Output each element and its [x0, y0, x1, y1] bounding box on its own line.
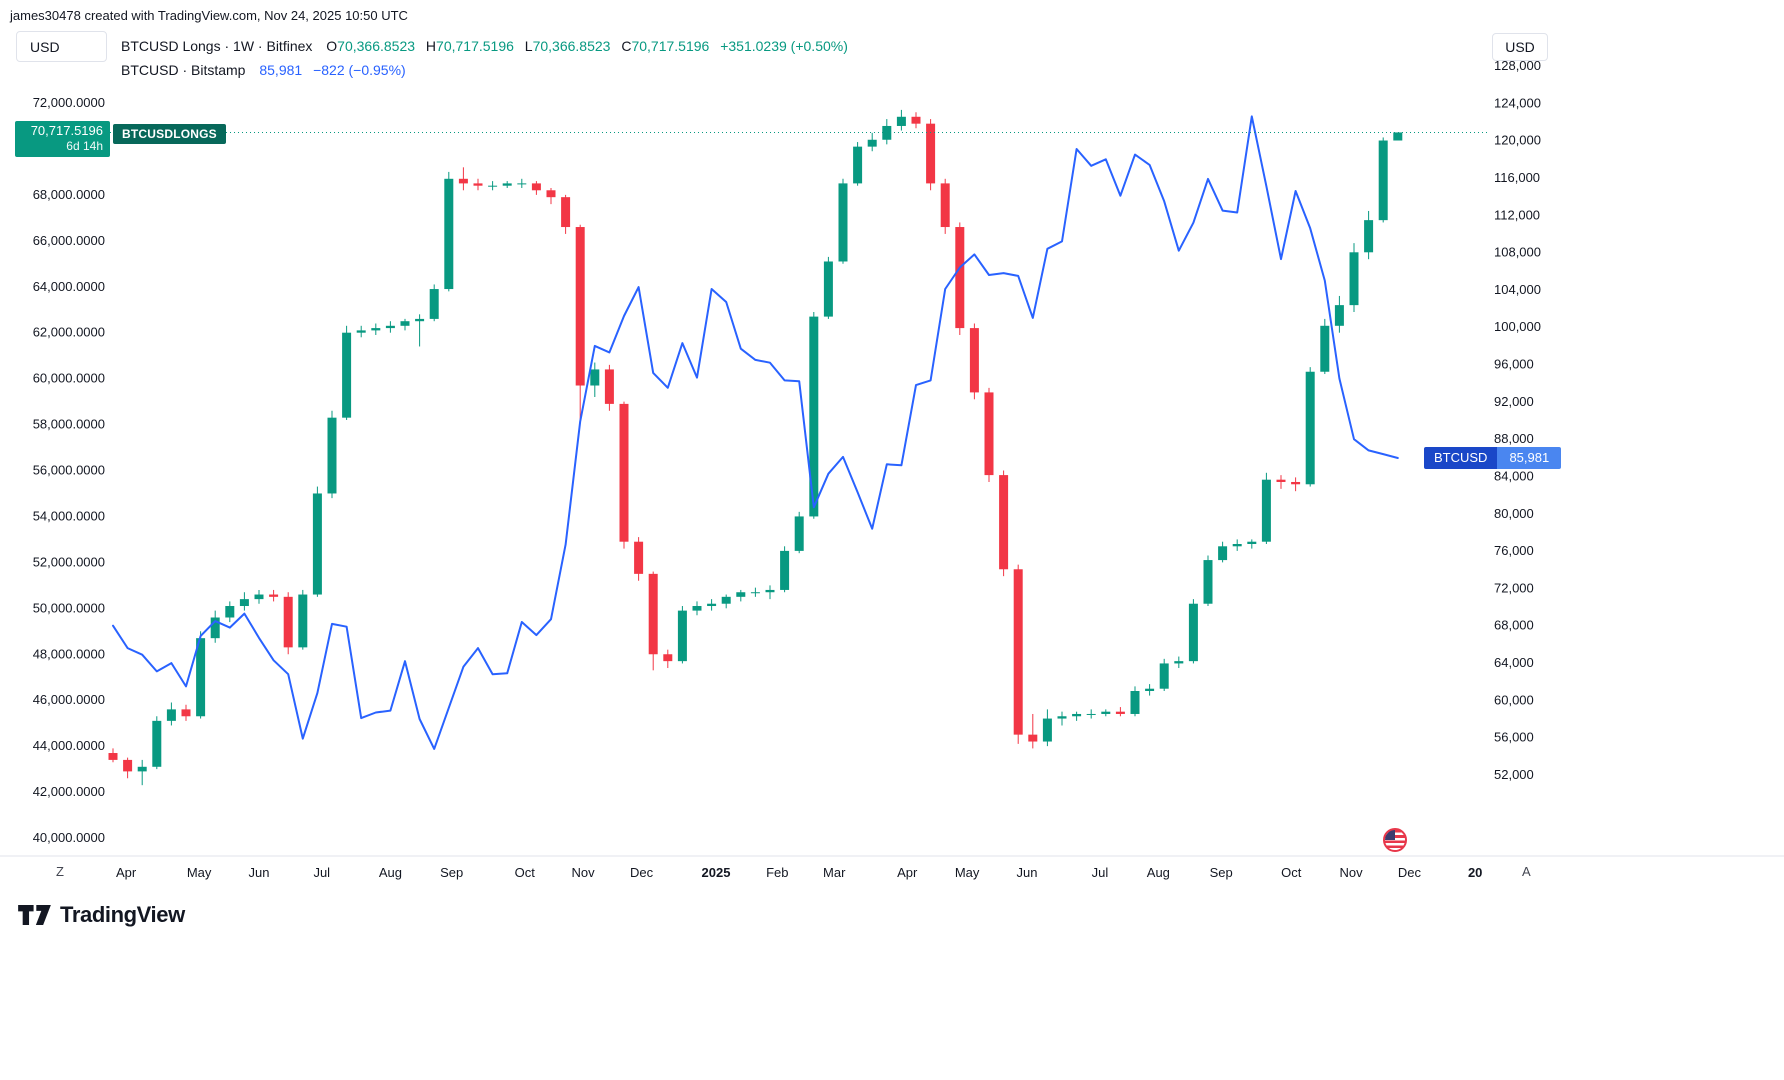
svg-text:128,000: 128,000 — [1494, 58, 1541, 73]
longs-bar-countdown: 6d 14h — [66, 139, 103, 154]
svg-text:Dec: Dec — [630, 865, 654, 880]
svg-text:Oct: Oct — [515, 865, 536, 880]
svg-text:64,000.0000: 64,000.0000 — [33, 279, 105, 294]
svg-text:Oct: Oct — [1281, 865, 1302, 880]
svg-text:116,000: 116,000 — [1494, 170, 1540, 185]
svg-text:May: May — [955, 865, 980, 880]
svg-text:66,000.0000: 66,000.0000 — [33, 233, 105, 248]
svg-text:44,000.0000: 44,000.0000 — [33, 738, 105, 753]
svg-text:84,000: 84,000 — [1494, 468, 1534, 483]
svg-text:56,000: 56,000 — [1494, 730, 1534, 745]
longs-symbol-tag: BTCUSDLONGS — [113, 124, 226, 145]
btcusd-badge-price: 85,981 — [1497, 446, 1562, 469]
tradingview-logo-icon — [18, 905, 51, 925]
svg-text:42,000.0000: 42,000.0000 — [33, 784, 105, 799]
timezone-marker[interactable]: Z — [56, 864, 64, 879]
svg-text:50,000.0000: 50,000.0000 — [33, 600, 105, 615]
svg-text:56,000.0000: 56,000.0000 — [33, 463, 105, 478]
svg-text:Jul: Jul — [1092, 865, 1109, 880]
legend-btcusd[interactable]: BTCUSD · Bitstamp 85,981 −822 (−0.95%) — [121, 62, 406, 78]
svg-text:52,000: 52,000 — [1494, 767, 1534, 782]
svg-text:Aug: Aug — [1147, 865, 1170, 880]
flag-canton — [1385, 830, 1396, 841]
svg-text:Jun: Jun — [249, 865, 270, 880]
svg-text:58,000.0000: 58,000.0000 — [33, 417, 105, 432]
legend-high: H70,717.5196 — [425, 38, 514, 54]
svg-text:64,000: 64,000 — [1494, 655, 1534, 670]
svg-text:120,000: 120,000 — [1494, 133, 1541, 148]
svg-text:54,000.0000: 54,000.0000 — [33, 508, 105, 523]
btcusd-badge-symbol: BTCUSD — [1424, 446, 1498, 469]
svg-text:2025: 2025 — [702, 865, 731, 880]
svg-text:68,000.0000: 68,000.0000 — [33, 187, 105, 202]
longs-current-price-badge: 70,717.5196 6d 14h — [15, 120, 110, 158]
longs-current-price: 70,717.5196 — [30, 122, 103, 138]
svg-text:88,000: 88,000 — [1494, 431, 1534, 446]
svg-text:112,000: 112,000 — [1494, 207, 1540, 222]
svg-text:72,000.0000: 72,000.0000 — [33, 95, 105, 110]
btcusd-current-price-badge: BTCUSD 85,981 — [1424, 446, 1562, 469]
svg-text:76,000: 76,000 — [1494, 543, 1534, 558]
price-chart[interactable]: 72,000.0000 68,000.0000 66,000.0000 64,000.… — [0, 0, 1784, 890]
attribution-text: james30478 created with TradingView.com,… — [10, 8, 408, 23]
svg-text:40,000.0000: 40,000.0000 — [33, 830, 105, 845]
svg-text:Feb: Feb — [766, 865, 788, 880]
svg-text:124,000: 124,000 — [1494, 95, 1541, 110]
legend-close: C70,717.5196 — [621, 38, 710, 54]
legend-open: O70,366.8523 — [326, 38, 416, 54]
svg-text:92,000: 92,000 — [1494, 394, 1534, 409]
svg-text:Nov: Nov — [1340, 865, 1364, 880]
svg-text:Sep: Sep — [1210, 865, 1233, 880]
svg-text:May: May — [187, 865, 212, 880]
auto-scale-marker[interactable]: A — [1522, 864, 1531, 879]
svg-text:46,000.0000: 46,000.0000 — [33, 692, 105, 707]
svg-text:96,000: 96,000 — [1494, 357, 1534, 372]
svg-text:Jul: Jul — [313, 865, 330, 880]
svg-text:Nov: Nov — [572, 865, 596, 880]
svg-text:52,000.0000: 52,000.0000 — [33, 554, 105, 569]
svg-text:60,000.0000: 60,000.0000 — [33, 371, 105, 386]
svg-text:Sep: Sep — [440, 865, 463, 880]
legend-longs-title[interactable]: BTCUSD Longs · 1W · Bitfinex — [121, 38, 313, 54]
svg-text:48,000.0000: 48,000.0000 — [33, 646, 105, 661]
left-axis-currency-button[interactable]: USD — [16, 31, 107, 62]
svg-text:80,000: 80,000 — [1494, 506, 1534, 521]
svg-text:Dec: Dec — [1398, 865, 1422, 880]
svg-text:100,000: 100,000 — [1494, 319, 1541, 334]
svg-text:Apr: Apr — [116, 865, 137, 880]
svg-text:Apr: Apr — [897, 865, 918, 880]
svg-text:62,000.0000: 62,000.0000 — [33, 325, 105, 340]
legend-btcusd-longs[interactable]: BTCUSD Longs · 1W · Bitfinex O70,366.852… — [121, 38, 848, 54]
tradingview-brand[interactable]: TradingView — [18, 902, 185, 928]
footer-bar: TradingView — [0, 890, 1784, 1080]
svg-text:72,000: 72,000 — [1494, 580, 1534, 595]
legend-longs-change: +351.0239 (+0.50%) — [720, 38, 848, 54]
svg-text:60,000: 60,000 — [1494, 692, 1534, 707]
legend-low: L70,366.8523 — [524, 38, 611, 54]
legend-btcusd-title[interactable]: BTCUSD · Bitstamp — [121, 62, 246, 78]
right-axis-currency-button[interactable]: USD — [1492, 33, 1548, 61]
legend-btcusd-change: −822 (−0.95%) — [313, 62, 406, 78]
svg-text:108,000: 108,000 — [1494, 245, 1541, 260]
svg-text:20: 20 — [1468, 865, 1482, 880]
tradingview-brand-text: TradingView — [60, 902, 185, 927]
svg-text:Jun: Jun — [1016, 865, 1037, 880]
svg-text:68,000: 68,000 — [1494, 618, 1534, 633]
svg-text:Aug: Aug — [379, 865, 402, 880]
svg-text:Mar: Mar — [823, 865, 846, 880]
us-flag-icon[interactable] — [1383, 828, 1407, 852]
svg-text:104,000: 104,000 — [1494, 282, 1541, 297]
legend-btcusd-price: 85,981 — [259, 62, 303, 78]
